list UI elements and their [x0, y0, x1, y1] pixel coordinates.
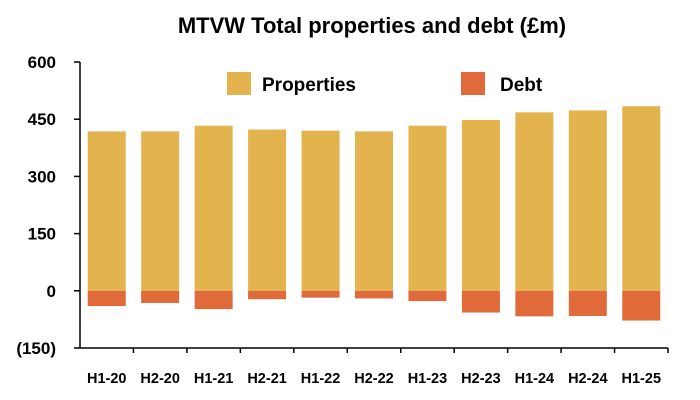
x-tick-label: H1-22 — [301, 371, 341, 387]
y-tick-label: 600 — [28, 53, 56, 72]
bar-debt-h2-21 — [248, 290, 287, 300]
y-tick-label: (150) — [16, 339, 56, 358]
bar-properties-h1-25 — [622, 106, 661, 291]
x-tick-label: H1-20 — [87, 371, 127, 387]
bar-debt-h1-25 — [622, 290, 661, 321]
bar-debt-h1-22 — [301, 290, 340, 298]
bar-properties-h2-24 — [568, 110, 607, 291]
bar-debt-h1-23 — [408, 290, 447, 302]
y-tick-label: 300 — [28, 167, 56, 186]
x-tick-label: H1-23 — [408, 371, 448, 387]
bar-properties-h2-22 — [355, 131, 393, 291]
bar-properties-h2-20 — [141, 131, 180, 291]
x-tick-label: H2-22 — [354, 371, 394, 387]
x-tick-label: H2-24 — [568, 371, 608, 387]
bar-debt-h1-21 — [194, 290, 233, 310]
y-tick-label: 0 — [47, 282, 56, 301]
chart-title: MTVW Total properties and debt (£m) — [178, 13, 566, 38]
x-tick-label: H2-21 — [247, 371, 287, 387]
bar-properties-h2-21 — [248, 129, 287, 291]
x-tick-label: H1-24 — [515, 371, 555, 387]
x-tick-label: H2-23 — [461, 371, 501, 387]
legend-swatch-properties — [227, 72, 251, 95]
legend-label-properties: Properties — [262, 75, 356, 96]
legend: Properties Debt — [227, 72, 543, 96]
bar-debt-h2-24 — [568, 290, 607, 316]
bar-debt-h2-23 — [461, 290, 500, 313]
x-tick-label: H2-20 — [140, 371, 180, 387]
bar-properties-h1-21 — [194, 125, 233, 291]
bar-properties-h1-24 — [515, 112, 554, 291]
y-tick-label: 150 — [28, 225, 56, 244]
y-tick-label: 450 — [28, 110, 56, 129]
bar-properties-h1-23 — [408, 125, 447, 291]
bar-debt-h1-20 — [87, 290, 126, 307]
bar-debt-h2-22 — [355, 290, 393, 299]
x-tick-label: H1-21 — [194, 371, 234, 387]
legend-label-debt: Debt — [500, 75, 543, 96]
axes: (150) 0 150 300 450 600 H1-20 H2-20 H1-21 H2-21 H1… — [16, 53, 669, 387]
legend-swatch-debt — [461, 72, 485, 95]
bar-properties-h1-22 — [301, 130, 340, 291]
bar-properties-h2-23 — [461, 119, 500, 291]
bar-properties-h1-20 — [87, 131, 126, 291]
x-tick-label: H1-25 — [622, 371, 662, 387]
bar-debt-h1-24 — [515, 290, 554, 317]
bar-debt-h2-20 — [141, 290, 180, 303]
bars — [87, 106, 661, 321]
